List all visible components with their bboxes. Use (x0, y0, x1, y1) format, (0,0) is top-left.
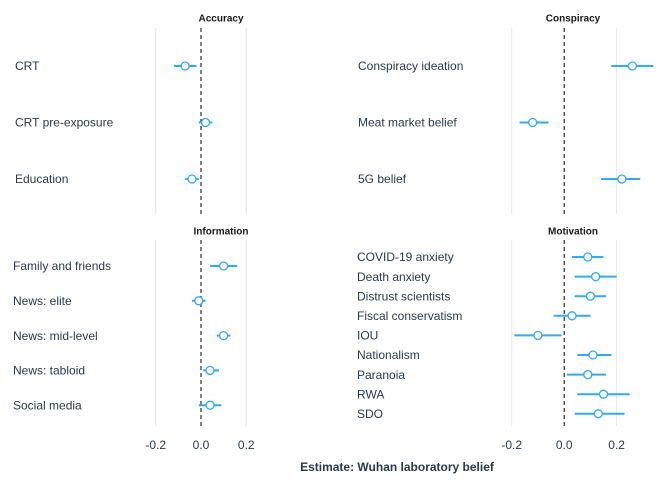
panel-motivation: Motivation COVID-19 anxiety Death anxiety D… (357, 227, 630, 452)
row-label: Conspiracy ideation (358, 59, 463, 73)
estimate-point (533, 330, 543, 341)
row-label: IOU (357, 329, 378, 343)
panel-title: Motivation (548, 227, 598, 238)
panel-conspiracy: Conspiracy Conspiracy ideation Meat market… (358, 14, 654, 214)
estimate-point (591, 271, 601, 282)
panel-information: Information Family and friends News: elite… (13, 227, 255, 453)
estimate-point (588, 350, 598, 360)
x-axis-title: Estimate: Wuhan laboratory belief (300, 460, 495, 474)
estimate-point (528, 117, 538, 128)
x-tick-label: 0.2 (608, 438, 625, 452)
estimate-point (218, 261, 229, 271)
row-label: Fiscal conservatism (357, 309, 462, 323)
row-label: CRT (15, 59, 40, 73)
estimate-point (194, 296, 204, 306)
panel-title: Conspiracy (546, 14, 601, 25)
x-tick-label: 0.0 (556, 438, 573, 452)
estimate-point (583, 252, 593, 262)
x-tick-label: -0.2 (145, 438, 166, 452)
estimate-point (583, 369, 593, 380)
estimate-point (187, 174, 197, 184)
row-label: 5G belief (358, 172, 407, 186)
estimate-point (593, 409, 603, 419)
x-tick-label: 0.2 (238, 438, 255, 452)
row-label: Meat market belief (358, 116, 457, 130)
row-label: News: mid-level (13, 329, 98, 343)
estimate-point (627, 61, 638, 71)
row-label: News: tabloid (13, 364, 85, 378)
row-label: SDO (357, 407, 383, 421)
estimate-point (180, 61, 190, 71)
estimate-point (598, 389, 609, 399)
row-label: News: elite (13, 294, 72, 308)
estimate-point (218, 330, 229, 341)
row-label: RWA (357, 387, 384, 401)
x-tick-label: 0.0 (193, 438, 210, 452)
row-label: Distrust scientists (357, 289, 450, 303)
row-label: CRT pre-exposure (15, 116, 114, 130)
estimate-point (205, 400, 215, 410)
row-label: Death anxiety (357, 270, 430, 284)
estimate-point (585, 291, 596, 301)
panel-accuracy: Accuracy CRT CRT pre-exposure Education (15, 14, 247, 214)
estimate-point (567, 311, 577, 321)
row-label: Family and friends (13, 259, 111, 273)
estimate-point (200, 117, 211, 128)
x-tick-label: -0.2 (501, 438, 522, 452)
panel-title: Information (194, 227, 249, 238)
row-label: Paranoia (357, 368, 405, 382)
estimate-point (205, 365, 215, 376)
panel-title: Accuracy (198, 14, 243, 25)
row-label: Social media (13, 398, 82, 412)
row-label: COVID-19 anxiety (357, 250, 454, 264)
row-label: Education (15, 172, 68, 186)
row-label: Nationalism (357, 348, 420, 362)
estimate-point (617, 174, 627, 184)
